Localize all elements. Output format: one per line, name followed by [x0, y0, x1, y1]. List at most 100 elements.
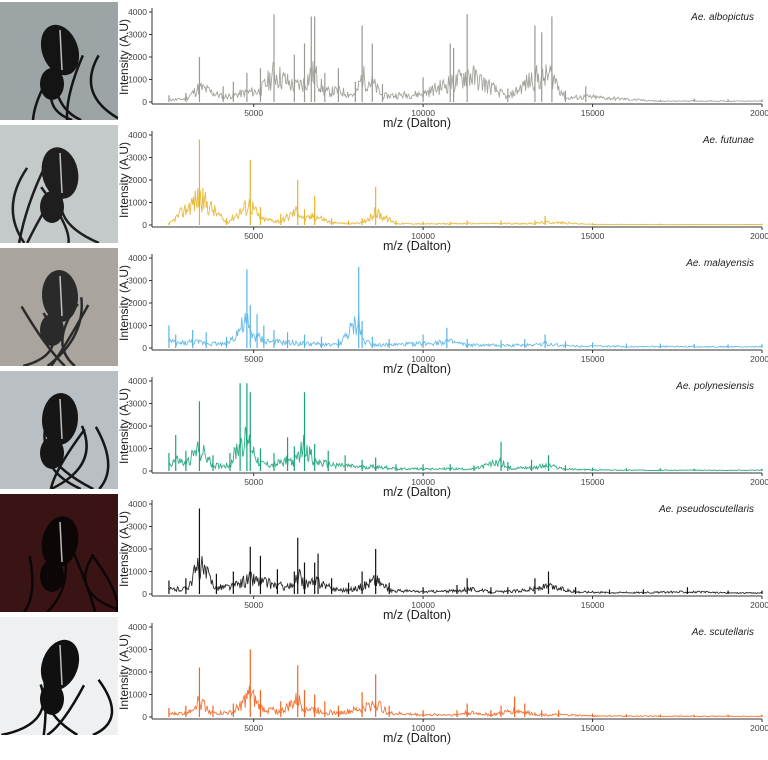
x-axis-label: m/z (Dalton): [383, 485, 451, 499]
spectrum-panel: 0 1000 2000 3000 4000 5000 10000 15000 20000 m/z …: [0, 617, 768, 745]
spectrum-svg: 0 1000 2000 3000 4000 5000 10000 15000 20000 m/z …: [117, 376, 768, 499]
spectrum-chart: 0 1000 2000 3000 4000 5000 10000 15000 20000 m/z …: [117, 371, 768, 499]
mosquito-leg: [83, 553, 118, 611]
mosquito-leg: [50, 304, 90, 366]
mosquito-stripe: [59, 521, 63, 563]
y-tick-label: 3000: [128, 30, 147, 40]
species-title: Ae. pseudoscutellaris: [658, 504, 754, 515]
mosquito-leg: [46, 684, 86, 735]
mosquito-thorax: [41, 147, 79, 199]
spectrum-svg: 0 1000 2000 3000 4000 5000 10000 15000 20000 m/z …: [117, 130, 768, 253]
y-tick-label: 2000: [128, 667, 147, 677]
mosquito-stripe: [59, 29, 63, 71]
mosquito-photo: [0, 371, 118, 489]
mosquito-photo-icon: [0, 617, 118, 735]
x-tick-label: 20000: [750, 477, 768, 487]
x-tick-label: 20000: [750, 231, 768, 241]
mosquito-head: [40, 560, 64, 592]
mosquito-photo-icon: [0, 248, 118, 366]
x-tick-label: 5000: [244, 477, 263, 487]
spectrum-trace: [168, 187, 762, 226]
mosquito-photo-icon: [0, 494, 118, 612]
mosquito-photo-icon: [0, 125, 118, 243]
species-title: Ae. malayensis: [685, 258, 754, 269]
x-axis-label: m/z (Dalton): [383, 362, 451, 376]
mosquito-leg: [94, 426, 110, 489]
y-tick-label: 2000: [128, 421, 147, 431]
x-tick-label: 15000: [581, 723, 605, 733]
mosquito-thorax: [40, 24, 80, 76]
spectrum-chart: 0 1000 2000 3000 4000 5000 10000 15000 20000 m/z …: [117, 2, 768, 130]
species-title: Ae. scutellaris: [691, 627, 754, 638]
x-axis-label: m/z (Dalton): [383, 731, 451, 745]
mosquito-stripe: [59, 275, 63, 317]
mosquito-leg: [89, 54, 118, 120]
spectrum-chart: 0 1000 2000 3000 4000 5000 10000 15000 20000 m/z …: [117, 617, 768, 745]
x-tick-label: 10000: [411, 723, 435, 733]
x-tick-label: 5000: [244, 354, 263, 364]
x-tick-label: 10000: [411, 477, 435, 487]
x-axis-label: m/z (Dalton): [383, 239, 451, 253]
y-tick-label: 3000: [128, 645, 147, 655]
x-tick-label: 20000: [750, 108, 768, 118]
mosquito-head: [40, 314, 64, 346]
mosquito-thorax: [40, 639, 80, 691]
spectrum-chart: 0 1000 2000 3000 4000 5000 10000 15000 20000 m/z …: [117, 248, 768, 376]
x-tick-label: 10000: [411, 231, 435, 241]
mosquito-leg: [92, 679, 114, 735]
y-axis-label: Intensity (A.U): [117, 511, 131, 587]
spectrum-panel: 0 1000 2000 3000 4000 5000 10000 15000 20000 m/z …: [0, 2, 768, 130]
mosquito-leg: [65, 54, 84, 120]
x-tick-label: 10000: [411, 600, 435, 610]
y-tick-label: 0: [142, 343, 147, 353]
y-axis-label: Intensity (A.U): [117, 19, 131, 95]
mosquito-leg: [50, 425, 88, 489]
mosquito-leg: [22, 555, 34, 612]
y-tick-label: 1000: [128, 567, 147, 577]
mosquito-head: [40, 683, 64, 715]
y-tick-label: 1000: [128, 444, 147, 454]
spectrum-trace: [168, 685, 763, 718]
mosquito-stripe: [59, 152, 63, 194]
y-tick-label: 4000: [128, 499, 147, 509]
mosquito-photo: [0, 617, 118, 735]
spectrum-trace: [168, 425, 763, 472]
y-tick-label: 2000: [128, 298, 147, 308]
y-tick-label: 3000: [128, 522, 147, 532]
x-tick-label: 20000: [750, 354, 768, 364]
y-tick-label: 1000: [128, 198, 147, 208]
mosquito-head: [40, 191, 64, 223]
spectrum-trace: [168, 61, 763, 103]
y-tick-label: 1000: [128, 321, 147, 331]
spectrum-svg: 0 1000 2000 3000 4000 5000 10000 15000 20000 m/z …: [117, 622, 768, 745]
mosquito-head: [40, 68, 64, 100]
x-tick-label: 15000: [581, 477, 605, 487]
mosquito-thorax: [41, 270, 79, 322]
y-axis-label: Intensity (A.U): [117, 142, 131, 218]
y-tick-label: 4000: [128, 622, 147, 632]
y-tick-label: 4000: [128, 130, 147, 140]
y-tick-label: 2000: [128, 175, 147, 185]
y-tick-label: 3000: [128, 399, 147, 409]
species-title: Ae. albopictus: [690, 12, 754, 23]
x-tick-label: 15000: [581, 231, 605, 241]
mosquito-photo: [0, 494, 118, 612]
spectrum-panel: 0 1000 2000 3000 4000 5000 10000 15000 20000 m/z …: [0, 248, 768, 376]
species-title: Ae. futunae: [702, 135, 755, 146]
x-tick-label: 15000: [581, 108, 605, 118]
x-tick-label: 15000: [581, 354, 605, 364]
spectrum-svg: 0 1000 2000 3000 4000 5000 10000 15000 20000 m/z …: [117, 253, 768, 376]
spectrum-trace: [168, 312, 763, 349]
spectrum-svg: 0 1000 2000 3000 4000 5000 10000 15000 20000 m/z …: [117, 499, 768, 622]
mosquito-photo: [0, 125, 118, 243]
y-tick-label: 3000: [128, 276, 147, 286]
y-tick-label: 0: [142, 712, 147, 722]
y-axis-label: Intensity (A.U): [117, 634, 131, 710]
y-tick-label: 3000: [128, 153, 147, 163]
x-tick-label: 5000: [244, 723, 263, 733]
x-tick-label: 5000: [244, 600, 263, 610]
spectrum-chart: 0 1000 2000 3000 4000 5000 10000 15000 20000 m/z …: [117, 494, 768, 622]
y-tick-label: 4000: [128, 253, 147, 263]
y-axis-label: Intensity (A.U): [117, 265, 131, 341]
y-tick-label: 2000: [128, 544, 147, 554]
